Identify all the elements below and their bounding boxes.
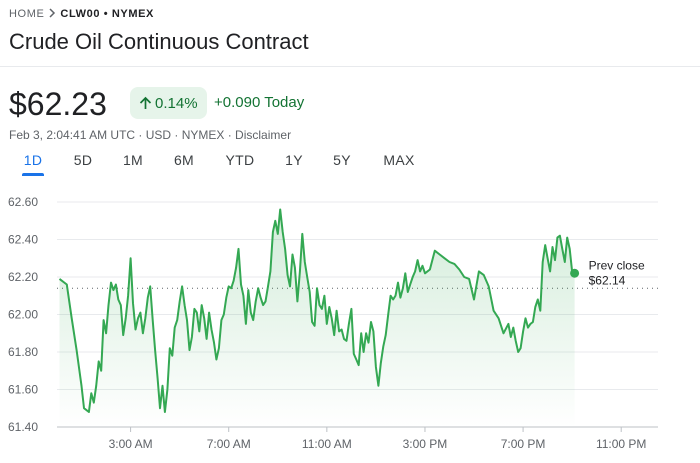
- price-chart[interactable]: 62.60 62.40 62.20 62.00 61.80 61.60 61.40 3:00…: [0, 185, 700, 463]
- tab-6m[interactable]: 6M: [173, 152, 195, 168]
- current-price: $62.23: [9, 86, 107, 122]
- breadcrumb-symbol: CLW00 • NYMEX: [60, 8, 154, 20]
- x-tick-label: 11:00 PM: [596, 437, 646, 451]
- y-tick-label: 61.60: [8, 383, 38, 397]
- x-tick-label: 7:00 PM: [501, 437, 546, 451]
- change-percent-badge: 0.14%: [130, 87, 207, 119]
- prev-close-value: $62.14: [589, 273, 626, 287]
- active-tab-indicator: [22, 173, 44, 176]
- y-tick-label: 62.20: [8, 270, 38, 284]
- y-tick-label: 61.40: [8, 420, 38, 434]
- page-title: Crude Oil Continuous Contract: [9, 29, 309, 54]
- divider: [0, 66, 700, 67]
- tab-5d[interactable]: 5D: [73, 152, 93, 168]
- tab-5y[interactable]: 5Y: [333, 152, 351, 168]
- x-tick-label: 11:00 AM: [302, 437, 352, 451]
- tab-1d[interactable]: 1D: [23, 152, 43, 168]
- x-tick-label: 3:00 PM: [403, 437, 448, 451]
- change-value: +0.090: [214, 94, 261, 111]
- prev-close-label: Prev close: [589, 258, 645, 272]
- change-period: Today: [264, 94, 305, 111]
- x-tick-label: 3:00 AM: [109, 437, 153, 451]
- tab-max[interactable]: MAX: [383, 152, 415, 168]
- tab-1y[interactable]: 1Y: [285, 152, 303, 168]
- arrow-up-icon: [139, 96, 152, 110]
- chevron-right-icon: [44, 7, 60, 21]
- y-tick-label: 62.40: [8, 233, 38, 247]
- y-tick-label: 62.60: [8, 195, 38, 209]
- breadcrumb-home-link[interactable]: HOME: [9, 8, 45, 20]
- last-price-marker: [570, 268, 580, 278]
- change-percent: 0.14%: [155, 94, 198, 112]
- price-area: [59, 209, 575, 427]
- change-today: +0.090 Today: [214, 94, 304, 111]
- y-tick-label: 61.80: [8, 345, 38, 359]
- tab-1m[interactable]: 1M: [122, 152, 144, 168]
- quote-meta: Feb 3, 2:04:41 AM UTC · USD · NYMEX · Di…: [9, 128, 292, 142]
- y-tick-label: 62.00: [8, 308, 38, 322]
- tab-ytd[interactable]: YTD: [225, 152, 255, 168]
- price-line: [58, 208, 576, 413]
- x-tick-label: 7:00 AM: [207, 437, 251, 451]
- breadcrumb: HOME CLW00 • NYMEX: [9, 7, 154, 21]
